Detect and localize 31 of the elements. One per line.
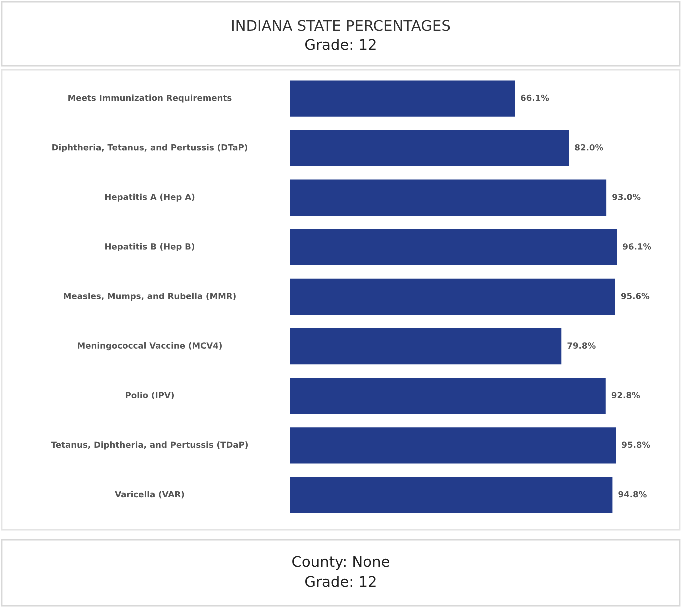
data-label: 95.6% <box>621 293 650 300</box>
data-label: 79.8% <box>568 342 596 349</box>
data-label: 94.8% <box>618 491 647 498</box>
data-label: 96.1% <box>623 244 652 250</box>
y-tick-label: Meningococcal Vaccine (MCV4) <box>78 342 222 351</box>
bar <box>290 328 562 365</box>
data-label: 92.8% <box>612 392 640 399</box>
bar <box>290 229 618 266</box>
bar <box>290 80 515 117</box>
bar <box>290 428 616 464</box>
bar <box>290 180 607 216</box>
data-label: 82.0% <box>575 144 604 151</box>
data-label: 93.0% <box>612 194 641 200</box>
data-label: 95.8% <box>622 442 650 448</box>
y-tick-label: Hepatitis A (Hep A) <box>105 194 195 202</box>
bar <box>290 378 606 414</box>
text: County: None <box>292 556 390 570</box>
y-tick-label: Diphtheria, Tetanus, and Pertussis (DTaP) <box>52 144 248 152</box>
y-tick-label: Meets Immunization Requirements <box>68 94 232 103</box>
y-tick-label: Tetanus, Diphtheria, and Pertussis (TDaP) <box>51 442 248 450</box>
bar <box>290 130 570 166</box>
data-label: 66.1% <box>521 94 550 102</box>
y-tick-label: Varicella (VAR) <box>115 491 184 499</box>
chart-subtitle: Grade: 12 <box>306 38 376 50</box>
y-tick-label: Polio (IPV) <box>126 392 174 400</box>
y-tick-label: Measles, Mumps, and Rubella (MMR) <box>64 292 236 302</box>
bar <box>290 278 616 316</box>
y-tick-label: Hepatitis B (Hep B) <box>106 243 195 252</box>
bar <box>290 477 613 514</box>
text: Grade: 12 <box>306 576 376 588</box>
chart-title: INDIANA STATE PERCENTAGES <box>232 20 450 32</box>
